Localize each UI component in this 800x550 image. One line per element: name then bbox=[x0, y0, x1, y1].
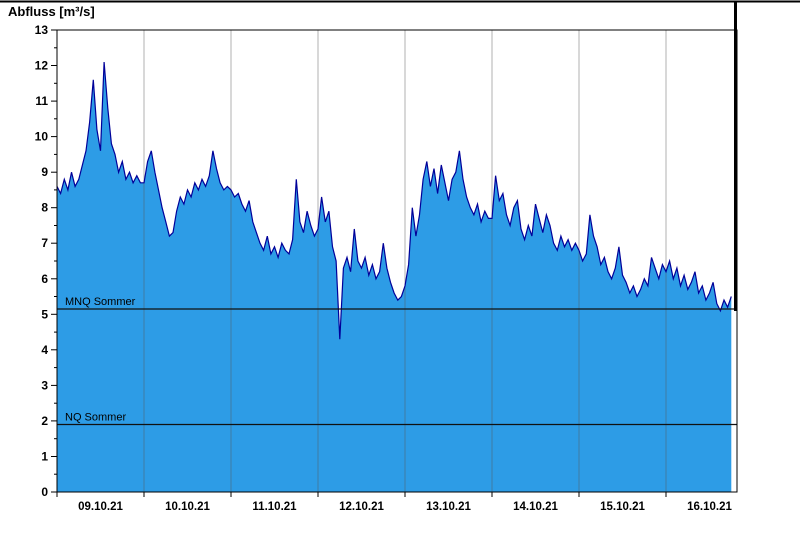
y-axis-label: 8 bbox=[41, 201, 48, 215]
x-axis-label: 13.10.21 bbox=[426, 501, 471, 513]
discharge-area-series bbox=[57, 62, 732, 492]
y-axis-label: 0 bbox=[41, 485, 48, 499]
y-axis-label: 5 bbox=[41, 307, 48, 321]
y-axis-label: 1 bbox=[41, 449, 48, 463]
x-axis-label: 14.10.21 bbox=[513, 501, 558, 513]
x-axis-label: 10.10.21 bbox=[165, 501, 210, 513]
y-axis-label: 6 bbox=[41, 272, 48, 286]
reference-line-label: NQ Sommer bbox=[65, 411, 126, 423]
chart-title: Abfluss [m³/s] bbox=[8, 4, 95, 19]
reference-line-label: MNQ Sommer bbox=[65, 296, 136, 308]
y-axis-label: 3 bbox=[41, 378, 48, 392]
y-axis-label: 12 bbox=[35, 59, 49, 73]
y-axis-label: 9 bbox=[41, 165, 48, 179]
y-axis-label: 13 bbox=[35, 23, 49, 37]
y-axis-label: 4 bbox=[41, 343, 48, 357]
x-axis-label: 11.10.21 bbox=[252, 501, 297, 513]
x-axis-label: 09.10.21 bbox=[78, 501, 123, 513]
y-axis-label: 11 bbox=[35, 94, 48, 108]
y-axis-label: 10 bbox=[35, 130, 49, 144]
discharge-series-line bbox=[56, 61, 732, 340]
x-axis-label: 15.10.21 bbox=[600, 501, 645, 513]
x-axis-label: 16.10.21 bbox=[687, 501, 732, 513]
x-axis-label: 12.10.21 bbox=[339, 501, 384, 513]
y-axis-label: 7 bbox=[41, 236, 48, 250]
y-axis-label: 2 bbox=[41, 414, 48, 428]
